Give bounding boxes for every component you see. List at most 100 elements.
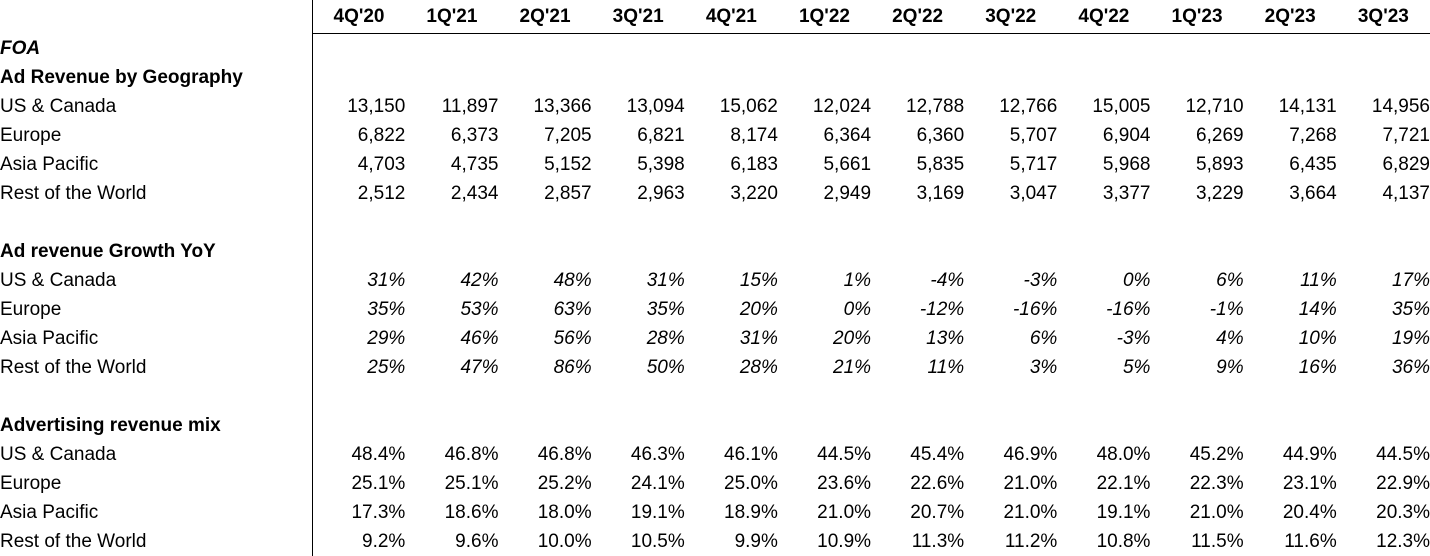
data-cell[interactable]: 15,005 (1092, 95, 1151, 117)
row-label[interactable]: Asia Pacific (0, 501, 99, 523)
data-cell[interactable]: 46.1% (724, 443, 778, 465)
data-cell[interactable]: 7,721 (1382, 124, 1430, 146)
empty-cell[interactable] (1150, 208, 1243, 237)
data-cell[interactable]: 6,269 (1196, 124, 1244, 146)
data-cell[interactable]: 0% (1122, 269, 1151, 291)
data-cell[interactable]: 48.0% (1096, 443, 1151, 465)
data-cell[interactable]: 44.5% (1376, 443, 1430, 465)
data-cell[interactable]: 46.8% (537, 443, 592, 465)
empty-cell[interactable] (871, 63, 964, 92)
empty-cell[interactable] (871, 208, 964, 237)
empty-cell[interactable] (685, 208, 778, 237)
column-header[interactable]: 1Q'22 (777, 0, 872, 34)
data-cell[interactable]: 17% (1391, 269, 1430, 291)
data-cell[interactable]: 7,268 (1289, 124, 1337, 146)
data-cell[interactable]: 19.1% (1096, 501, 1151, 523)
data-cell[interactable]: 18.0% (537, 501, 592, 523)
data-cell[interactable]: 2,434 (450, 182, 499, 204)
data-cell[interactable]: 48% (553, 269, 592, 291)
data-cell[interactable]: 48.4% (311, 439, 406, 469)
data-cell[interactable]: 11,897 (441, 95, 499, 117)
data-cell[interactable]: 18.9% (724, 501, 778, 523)
empty-cell[interactable] (778, 63, 871, 92)
data-cell[interactable]: 22.1% (1096, 472, 1151, 494)
data-cell[interactable]: 21.0% (1003, 501, 1058, 523)
empty-cell[interactable] (311, 207, 406, 237)
empty-cell[interactable] (778, 237, 871, 266)
data-cell[interactable]: 12,710 (1185, 95, 1244, 117)
data-cell[interactable]: 5,893 (1196, 153, 1244, 175)
column-header[interactable]: 3Q'23 (1336, 0, 1430, 34)
data-cell[interactable]: 45.2% (1189, 443, 1244, 465)
empty-cell[interactable] (405, 411, 498, 440)
empty-cell[interactable] (685, 63, 778, 92)
data-cell[interactable]: -1% (1209, 298, 1244, 320)
data-cell[interactable]: 46% (460, 327, 499, 349)
empty-cell[interactable] (685, 382, 778, 411)
column-header[interactable]: 2Q'23 (1243, 0, 1337, 34)
data-cell[interactable]: 13,366 (533, 95, 592, 117)
data-cell[interactable]: 46.8% (444, 443, 499, 465)
empty-cell[interactable] (311, 236, 406, 266)
data-cell[interactable]: 25.2% (537, 472, 592, 494)
data-cell[interactable]: 20.7% (910, 501, 965, 523)
empty-cell[interactable] (405, 63, 498, 92)
empty-cell[interactable] (1244, 63, 1337, 92)
data-cell[interactable]: 20.4% (1282, 501, 1337, 523)
section-title[interactable]: Ad Revenue by Geography (0, 66, 243, 88)
empty-cell[interactable] (964, 411, 1057, 440)
data-cell[interactable]: 21% (833, 356, 872, 378)
data-cell[interactable]: -3% (1116, 327, 1151, 349)
row-label[interactable]: US & Canada (0, 269, 117, 291)
data-cell[interactable]: 44.5% (817, 443, 872, 465)
empty-cell[interactable] (1150, 237, 1243, 266)
empty-cell[interactable] (1057, 411, 1150, 440)
data-cell[interactable]: 5,968 (1102, 153, 1151, 175)
group-title[interactable]: FOA (0, 37, 41, 59)
empty-cell[interactable] (1150, 411, 1243, 440)
data-cell[interactable]: 25.0% (724, 472, 778, 494)
data-cell[interactable]: 8,174 (730, 124, 778, 146)
empty-cell[interactable] (1337, 237, 1430, 266)
data-cell[interactable]: 35% (311, 294, 406, 324)
data-cell[interactable]: -12% (919, 298, 965, 320)
data-cell[interactable]: 31% (646, 269, 685, 291)
empty-cell[interactable] (498, 411, 591, 440)
data-cell[interactable]: 31% (311, 265, 406, 295)
row-label[interactable]: Rest of the World (0, 530, 147, 552)
data-cell[interactable]: 12,766 (999, 95, 1058, 117)
data-cell[interactable]: 11% (927, 356, 965, 378)
empty-cell[interactable] (498, 63, 591, 92)
empty-cell[interactable] (592, 63, 685, 92)
data-cell[interactable]: 13% (926, 327, 965, 349)
row-label[interactable]: Asia Pacific (0, 153, 99, 175)
row-label[interactable]: Europe (0, 472, 62, 494)
data-cell[interactable]: 6,183 (730, 153, 778, 175)
empty-cell[interactable] (1244, 411, 1337, 440)
data-cell[interactable]: 3,664 (1289, 182, 1337, 204)
data-cell[interactable]: 25.1% (444, 472, 499, 494)
data-cell[interactable]: 13,150 (311, 91, 406, 121)
empty-cell[interactable] (964, 208, 1057, 237)
data-cell[interactable]: 2,949 (823, 182, 872, 204)
empty-cell[interactable] (405, 208, 498, 237)
data-cell[interactable]: 12,788 (906, 95, 965, 117)
data-cell[interactable]: 13,094 (626, 95, 685, 117)
section-title[interactable]: Advertising revenue mix (0, 414, 221, 436)
empty-cell[interactable] (498, 382, 591, 411)
data-cell[interactable]: 35% (646, 298, 685, 320)
empty-cell[interactable] (778, 411, 871, 440)
data-cell[interactable]: 21.0% (817, 501, 872, 523)
data-cell[interactable]: 6,829 (1382, 153, 1430, 175)
data-cell[interactable]: 5,661 (823, 153, 872, 175)
empty-cell[interactable] (311, 62, 406, 92)
data-cell[interactable]: 24.1% (630, 472, 685, 494)
empty-cell[interactable] (685, 411, 778, 440)
data-cell[interactable]: 5,717 (1009, 153, 1058, 175)
data-cell[interactable]: 7,205 (544, 124, 592, 146)
empty-cell[interactable] (871, 382, 964, 411)
data-cell[interactable]: 19.1% (630, 501, 685, 523)
empty-cell[interactable] (1150, 63, 1243, 92)
data-cell[interactable]: 10.8% (1096, 530, 1151, 552)
empty-cell[interactable] (405, 237, 498, 266)
